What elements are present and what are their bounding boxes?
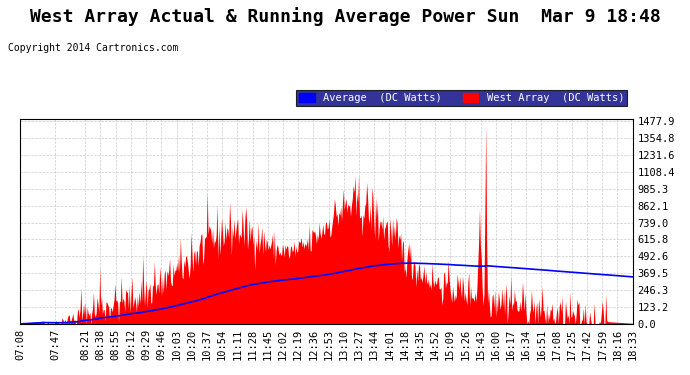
Text: West Array Actual & Running Average Power Sun  Mar 9 18:48: West Array Actual & Running Average Powe…	[30, 8, 660, 27]
Text: Copyright 2014 Cartronics.com: Copyright 2014 Cartronics.com	[8, 43, 179, 52]
Legend: Average  (DC Watts), West Array  (DC Watts): Average (DC Watts), West Array (DC Watts…	[296, 90, 627, 106]
